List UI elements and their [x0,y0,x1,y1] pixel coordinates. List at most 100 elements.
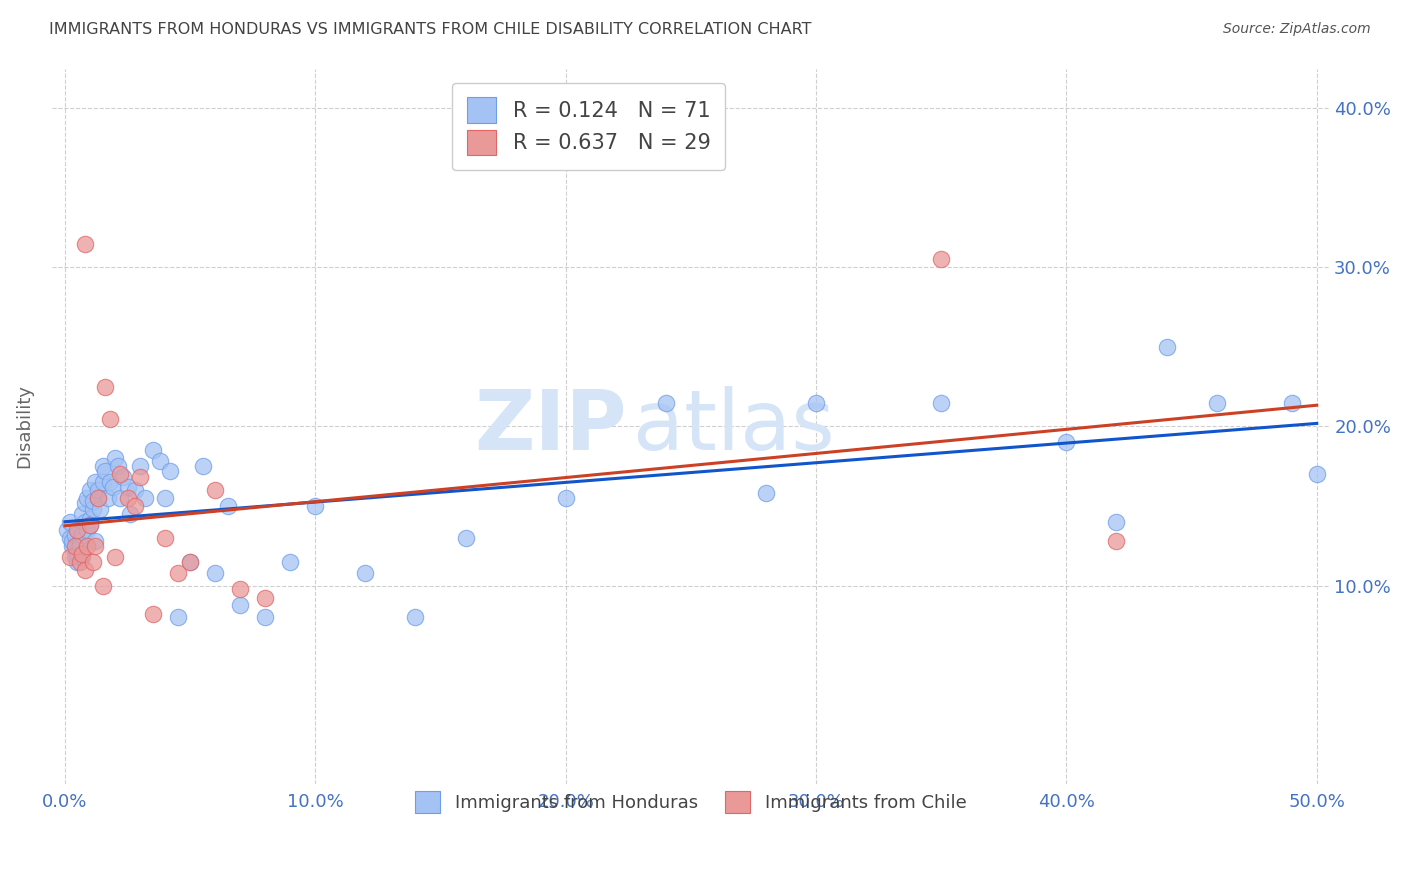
Point [1054,435,1077,450]
Point [76,491,98,505]
Point [101,480,124,494]
Point [179,555,201,569]
Point [86,491,108,505]
Point [69,534,91,549]
Point [82,502,104,516]
Point [79,512,101,526]
Point [655,395,678,409]
Point [91,475,114,490]
Point [63,539,86,553]
Point [72,547,94,561]
Point [124,483,146,497]
Point [204,483,226,497]
Point [117,491,139,505]
Point [755,486,778,500]
Point [91,459,114,474]
Point [454,531,477,545]
Point [111,470,134,484]
Point [1105,515,1128,529]
Text: atlas: atlas [633,386,835,467]
Point [229,582,252,596]
Point [79,483,101,497]
Point [1205,395,1227,409]
Point [66,547,89,561]
Point [72,527,94,541]
Point [79,518,101,533]
Point [82,555,104,569]
Point [107,459,129,474]
Point [104,549,127,564]
Point [73,563,96,577]
Point [76,523,98,537]
Point [56,523,79,537]
Point [179,555,201,569]
Text: IMMIGRANTS FROM HONDURAS VS IMMIGRANTS FROM CHILE DISABILITY CORRELATION CHART: IMMIGRANTS FROM HONDURAS VS IMMIGRANTS F… [49,22,811,37]
Point [72,507,94,521]
Point [104,451,127,466]
Point [98,411,121,425]
Point [59,531,82,545]
Point [96,491,118,505]
Point [120,507,142,521]
Point [108,467,131,482]
Point [304,499,326,513]
Point [129,459,152,474]
Point [554,491,576,505]
Point [89,502,111,516]
Point [66,543,89,558]
Point [153,531,176,545]
Point [63,549,86,564]
Point [72,549,94,564]
Point [84,475,107,490]
Point [153,491,176,505]
Point [91,578,114,592]
Point [1105,534,1128,549]
Point [1306,467,1329,482]
Point [254,591,277,606]
Point [82,494,104,508]
Point [804,395,827,409]
Legend: Immigrants from Honduras, Immigrants from Chile: Immigrants from Honduras, Immigrants fro… [402,778,979,825]
Point [929,252,952,267]
Point [59,515,82,529]
Point [76,539,98,553]
Point [134,491,156,505]
Point [204,566,226,580]
Point [62,539,84,553]
Point [73,496,96,510]
Point [66,555,89,569]
Point [73,236,96,251]
Point [354,566,377,580]
Point [79,518,101,533]
Point [254,610,277,624]
Point [166,566,188,580]
Point [86,483,108,497]
Point [149,454,172,468]
Point [66,523,89,537]
Point [166,610,188,624]
Point [1281,395,1303,409]
Point [98,475,121,490]
Point [142,607,165,622]
Point [108,491,131,505]
Text: ZIP: ZIP [474,386,627,467]
Point [73,515,96,529]
Point [217,499,239,513]
Point [117,480,139,494]
Point [94,464,117,478]
Point [404,610,426,624]
Point [84,539,107,553]
Point [229,598,252,612]
Point [929,395,952,409]
Point [191,459,214,474]
Point [142,443,165,458]
Text: Source: ZipAtlas.com: Source: ZipAtlas.com [1223,22,1371,37]
Point [278,555,301,569]
Point [86,491,108,505]
Point [62,534,84,549]
Point [124,499,146,513]
Point [84,534,107,549]
Point [69,539,91,553]
Point [94,380,117,394]
Point [1156,340,1178,354]
